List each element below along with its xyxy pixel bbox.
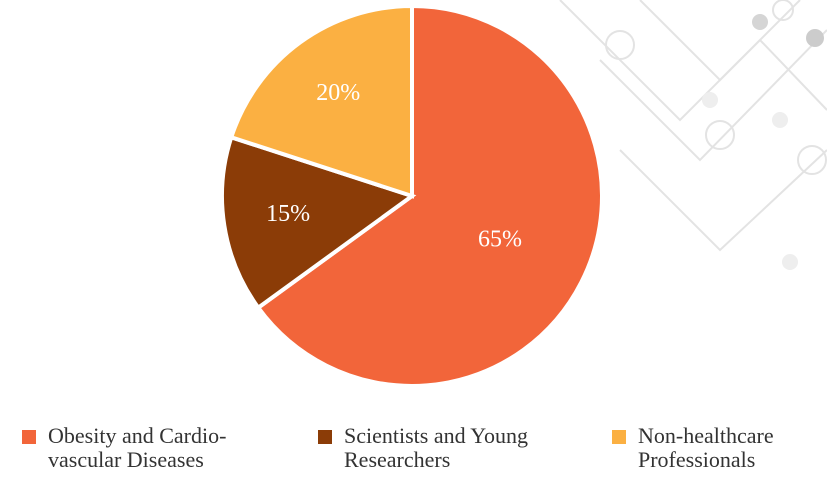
legend-label: Obesity and Cardio-vascular Diseases <box>48 424 278 472</box>
chart: 65% 15% 20% Obesity and Cardio-vascular Di… <box>0 0 827 481</box>
slice-label: 20% <box>316 80 360 106</box>
pie-area: 65% 15% 20% <box>0 0 827 481</box>
legend-label: Non-healthcare Professionals <box>638 424 818 472</box>
legend-label: Scientists and Young Researchers <box>344 424 574 472</box>
legend-item: Non-healthcare Professionals <box>612 424 818 472</box>
legend-item: Obesity and Cardio-vascular Diseases <box>22 424 278 472</box>
slice-label: 65% <box>478 226 522 252</box>
legend-item: Scientists and Young Researchers <box>318 424 574 472</box>
legend-swatch <box>612 430 626 444</box>
legend-swatch <box>22 430 36 444</box>
slice-label: 15% <box>266 201 310 227</box>
legend-swatch <box>318 430 332 444</box>
